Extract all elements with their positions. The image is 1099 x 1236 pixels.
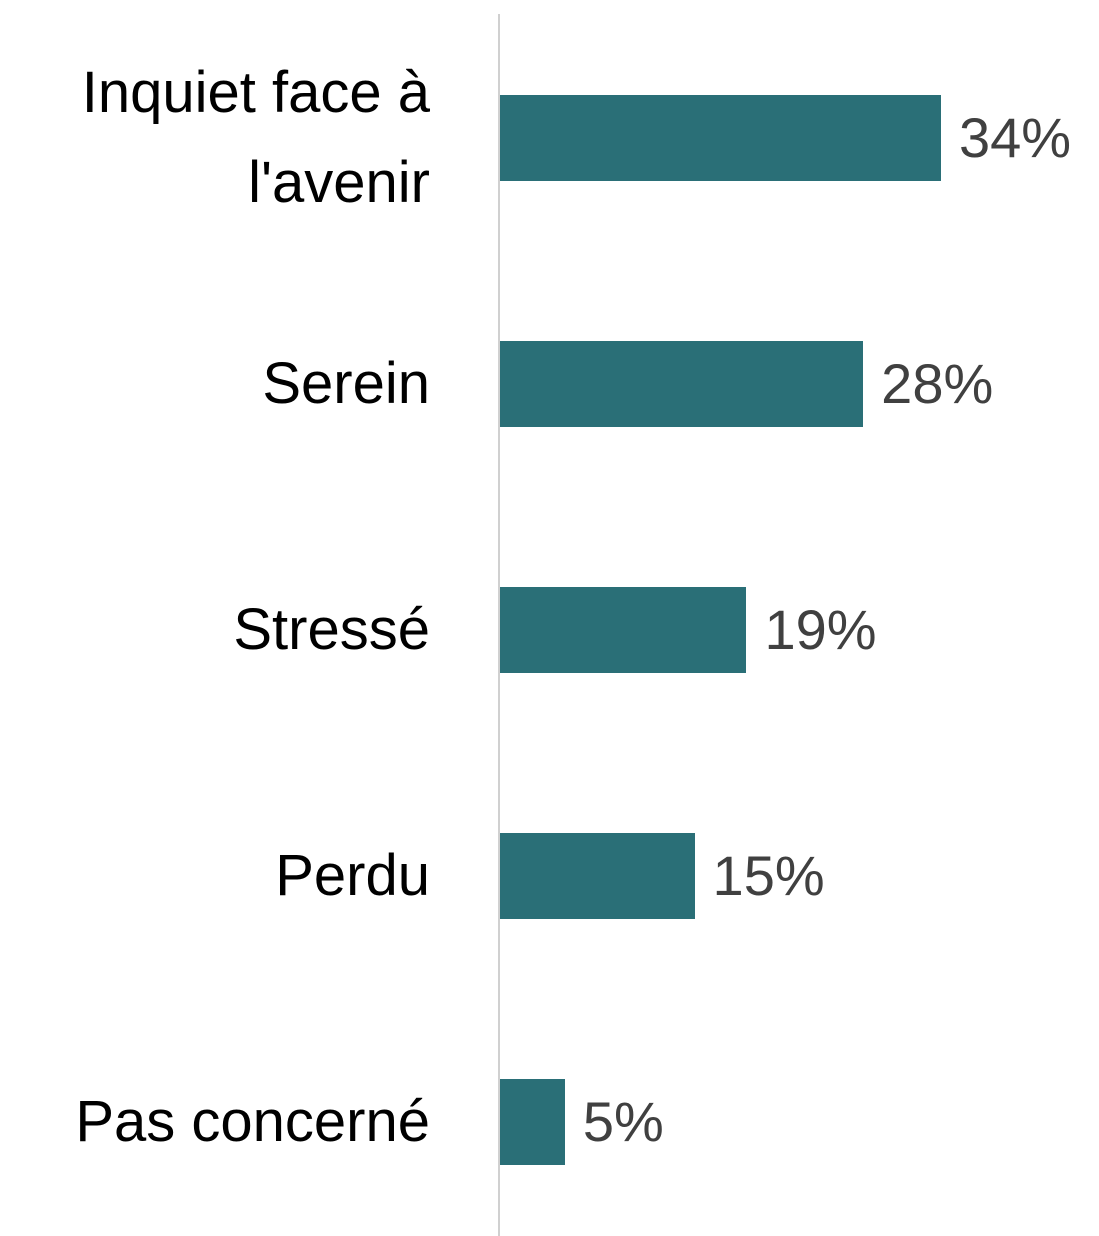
value-label: 15% <box>712 844 825 907</box>
value-label: 19% <box>764 598 877 661</box>
category-label: Pas concerné <box>75 1089 430 1154</box>
value-label: 5% <box>582 1090 664 1153</box>
category-label: Stressé <box>233 597 430 662</box>
value-label: 28% <box>881 352 994 415</box>
axis-line <box>498 14 500 1236</box>
bar <box>500 341 864 427</box>
bar <box>500 1079 565 1165</box>
bar <box>500 95 941 181</box>
category-label: Serein <box>262 351 430 416</box>
bar <box>500 587 747 673</box>
category-label: Perdu <box>275 843 430 908</box>
value-label: 34% <box>959 106 1072 169</box>
category-label: Inquiet face à l'avenir <box>81 60 430 215</box>
bar <box>500 833 695 919</box>
